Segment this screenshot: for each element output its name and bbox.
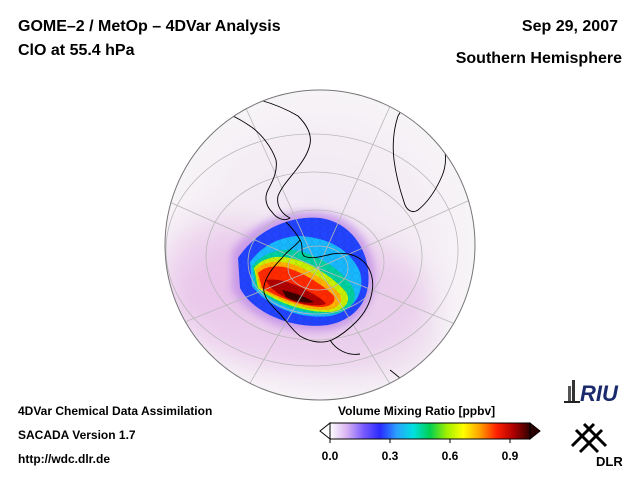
- colorbar-tick-label: 0.6: [442, 449, 459, 463]
- colorbar-tick-label: 0.9: [502, 449, 519, 463]
- colorbar-tick-label: 0.0: [322, 449, 339, 463]
- globe: [164, 89, 476, 401]
- graticule: [165, 94, 471, 400]
- dlr-logo-text: DLR: [596, 454, 623, 469]
- map-title: GOME–2 / MetOp – 4DVar Analysis: [18, 18, 281, 35]
- dlr-logo: DLR: [570, 422, 623, 469]
- antarctica-coastline: [263, 239, 374, 343]
- clo-concentration-field: [232, 211, 375, 332]
- colorbar-title: Volume Mixing Ratio [ppbv]: [338, 404, 496, 418]
- colorbar-ramp: [329, 422, 531, 440]
- riu-logo-text: RIU: [580, 381, 619, 406]
- colorbar-tick-label: 0.3: [382, 449, 399, 463]
- date-label: Sep 29, 2007: [521, 18, 618, 35]
- species-label: ClO at 55.4 hPa: [18, 42, 135, 59]
- south-america-coastline: [213, 99, 311, 221]
- region-label: Southern Hemisphere: [455, 50, 622, 67]
- footer-url[interactable]: http://wdc.dlr.de: [18, 452, 110, 466]
- colorbar-over-arrow: [529, 421, 541, 441]
- riu-logo: RIU: [564, 380, 619, 406]
- footer-line-1: 4DVar Chemical Data Assimilation: [18, 404, 213, 418]
- footer-line-2: SACADA Version 1.7: [18, 428, 136, 442]
- colorbar-under-arrow: [319, 421, 331, 441]
- colorbar: 0.0 0.3 0.6 0.9: [319, 421, 541, 463]
